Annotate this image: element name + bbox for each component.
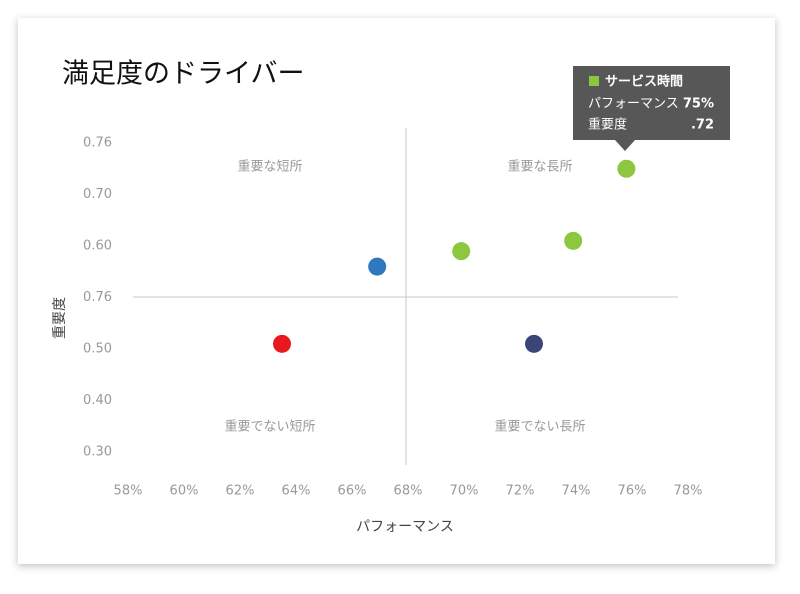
chart-title: 満足度のドライバー [62, 59, 304, 90]
y-tick-label: 0.50 [83, 342, 112, 357]
quadrant-label: 重要な長所 [507, 159, 572, 175]
tooltip-value: .72 [691, 118, 714, 133]
x-tick-label: 64% [282, 484, 311, 499]
x-tick-label: 78% [674, 484, 703, 499]
tooltip-key: 重要度 [588, 117, 627, 133]
x-axis-label: パフォーマンス [356, 519, 454, 535]
y-tick-label: 0.76 [83, 136, 112, 151]
x-tick-label: 66% [338, 484, 367, 499]
tooltip-title: サービス時間 [605, 74, 683, 90]
y-tick-label: 0.60 [83, 239, 112, 254]
point [525, 334, 543, 353]
tooltip-swatch [589, 76, 599, 86]
point [452, 242, 471, 261]
x-tick-label: 72% [506, 484, 535, 499]
tooltip-value: 75% [683, 97, 714, 112]
quadrant-label: 重要でない長所 [494, 419, 585, 435]
tooltip-box [573, 66, 730, 151]
x-tick-label: 70% [450, 484, 479, 499]
point [368, 257, 387, 276]
x-tick-label: 58% [114, 484, 143, 499]
y-tick-label: 0.76 [83, 290, 112, 305]
tooltip-key: パフォーマンス [588, 97, 679, 112]
y-tick-label: 0.70 [83, 187, 112, 202]
x-tick-label: 76% [618, 484, 647, 499]
y-tick-label: 0.30 [83, 445, 112, 460]
y-axis-label: 重要度 [52, 297, 68, 339]
quadrant-label: 重要でない短所 [224, 419, 315, 435]
point [617, 159, 636, 178]
y-tick-label: 0.40 [83, 393, 112, 408]
quadrant-label: 重要な短所 [237, 159, 302, 175]
x-tick-label: 74% [562, 484, 591, 499]
x-tick-label: 68% [394, 484, 423, 499]
point [564, 231, 583, 250]
x-tick-label: 60% [170, 484, 199, 499]
point [273, 334, 291, 353]
x-tick-label: 62% [226, 484, 255, 499]
